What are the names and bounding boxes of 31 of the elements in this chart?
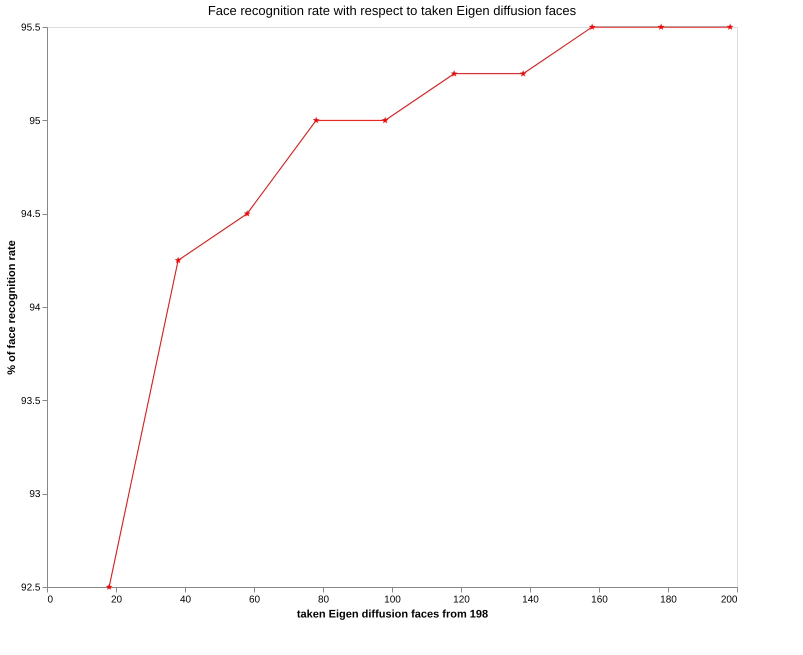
x-tick-label: 40 bbox=[180, 594, 192, 606]
point bbox=[106, 583, 112, 590]
x-tick-label: 140 bbox=[522, 594, 540, 606]
y-tick-label: 95.5 bbox=[21, 22, 41, 34]
x-tick-label: 0 bbox=[48, 594, 54, 606]
y-tick-label: 93 bbox=[29, 489, 41, 500]
x-axis-title: taken Eigen diffusion faces from 198 bbox=[296, 608, 488, 620]
point bbox=[382, 116, 388, 124]
x-tick-label: 120 bbox=[453, 594, 470, 606]
x-tick-label: 20 bbox=[110, 594, 122, 606]
y-tick-label: 94.5 bbox=[21, 209, 41, 220]
point bbox=[312, 116, 320, 124]
y-tick-label: 94 bbox=[29, 302, 41, 314]
y-axis-title: % of face recognition rate bbox=[6, 240, 18, 375]
point bbox=[520, 70, 526, 77]
x-tick-label: 80 bbox=[318, 594, 330, 606]
x-tick-label: 180 bbox=[660, 594, 678, 606]
point bbox=[174, 256, 182, 264]
x-tick-label: 200 bbox=[720, 594, 738, 606]
x-tick-label: 60 bbox=[248, 594, 260, 606]
y-tick-label: 95 bbox=[29, 116, 41, 127]
point bbox=[244, 210, 250, 217]
y-tick-label: 93.5 bbox=[21, 396, 41, 407]
point bbox=[588, 23, 596, 30]
point bbox=[726, 23, 734, 30]
point bbox=[450, 70, 458, 77]
x-tick-label: 100 bbox=[384, 594, 402, 606]
chart-title: Face recognition rate with respect to taken Eigen diffusion faces bbox=[208, 3, 577, 18]
x-tick-label: 160 bbox=[591, 594, 608, 606]
y-tick-label: 92.5 bbox=[21, 582, 41, 594]
point bbox=[658, 23, 664, 30]
